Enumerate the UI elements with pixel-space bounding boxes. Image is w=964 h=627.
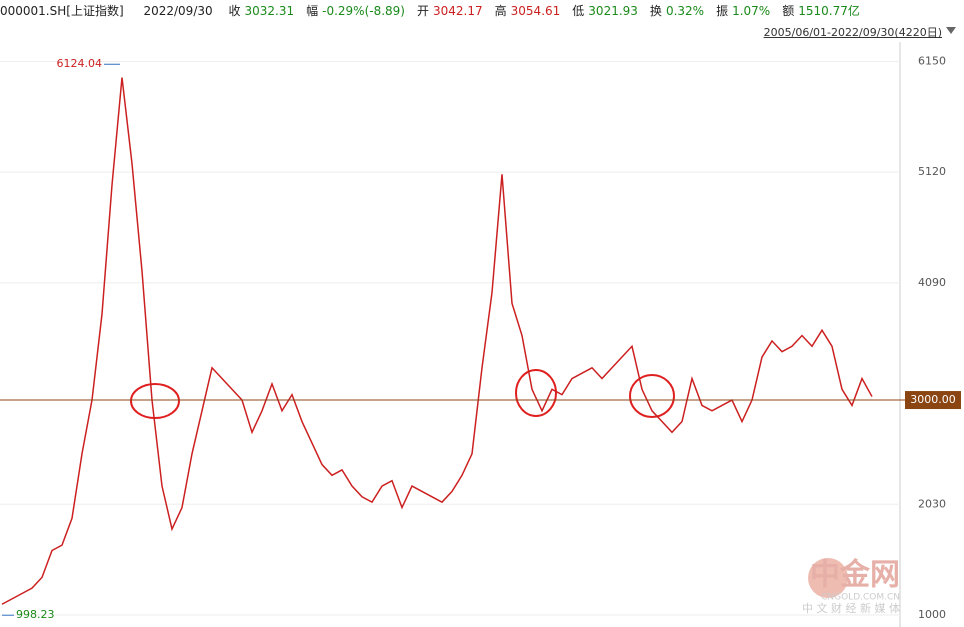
header-label: 换 bbox=[649, 4, 662, 18]
date: 2022/09/30 bbox=[143, 4, 213, 18]
watermark-site: CNGOLD.COM.CN bbox=[821, 593, 900, 603]
y-tick-label: 5120 bbox=[918, 165, 946, 178]
header-value: -0.29%(-8.89) bbox=[322, 4, 405, 18]
header-value: 1.07% bbox=[732, 4, 771, 18]
header: 000001.SH[上证指数] 2022/09/30 收 3032.31 幅 -0.2… bbox=[0, 0, 964, 22]
code: 000001.SH[上证指数] bbox=[0, 4, 124, 18]
y-tick-label: 1000 bbox=[918, 608, 946, 621]
header-label: 开 bbox=[417, 4, 430, 18]
circle bbox=[130, 383, 180, 419]
logo bbox=[808, 558, 848, 598]
watermark: 中金网 bbox=[810, 558, 900, 593]
y-tick-label: 4090 bbox=[918, 276, 946, 289]
y-tick-label: 2030 bbox=[918, 497, 946, 510]
header-value: 3032.31 bbox=[244, 4, 295, 18]
header-value: 3042.17 bbox=[433, 4, 483, 18]
header-value: 0.32% bbox=[665, 4, 705, 18]
watermark-slogan: 中 文 财 经 新 媒 体 bbox=[802, 601, 900, 615]
header-label: 收 bbox=[228, 4, 241, 18]
header-value: 3054.61 bbox=[510, 4, 561, 18]
circle bbox=[515, 369, 557, 417]
header-label: 低 bbox=[572, 4, 585, 18]
price-line bbox=[1, 77, 873, 605]
header-label: 振 bbox=[716, 4, 729, 18]
max-label: 6124.04 bbox=[57, 57, 103, 70]
reference-label: 3000.00 bbox=[910, 393, 956, 406]
header-label: 高 bbox=[494, 4, 507, 18]
reference-label-box bbox=[905, 391, 961, 410]
circle bbox=[629, 374, 675, 418]
date-range[interactable]: 2005/06/01-2022/09/30(4220日) bbox=[763, 26, 942, 39]
header-value: 3021.93 bbox=[588, 4, 638, 18]
header-label: 幅 bbox=[306, 4, 319, 18]
header-value: 1510.77亿 bbox=[798, 4, 860, 18]
header-label: 额 bbox=[782, 4, 795, 18]
min-label: 998.23 bbox=[16, 608, 55, 621]
y-tick-label: 6150 bbox=[918, 54, 946, 67]
dropdown[interactable] bbox=[946, 27, 956, 34]
